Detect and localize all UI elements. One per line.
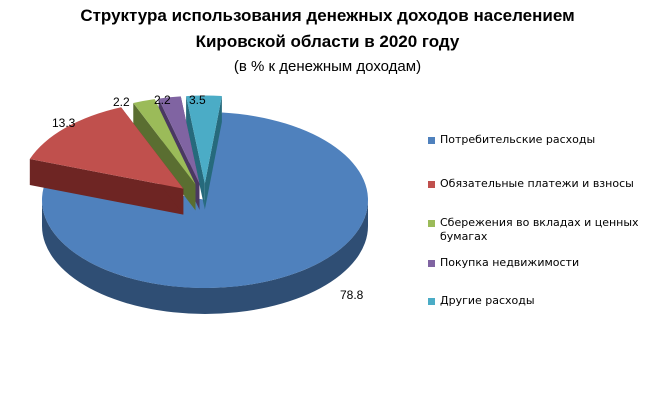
legend-label: Потребительские расходы: [440, 133, 596, 146]
slice-rim: [42, 200, 368, 314]
legend-label: Другие расходы: [440, 294, 535, 307]
legend-label: Сбережения во вкладах и ценных бумагах: [440, 216, 639, 243]
data-label-0: 78.8: [340, 288, 364, 302]
legend-label: Обязательные платежи и взносы: [440, 177, 634, 190]
legend-swatch: [428, 137, 435, 144]
legend-item: Обязательные платежи и взносы: [428, 177, 648, 191]
legend-swatch: [428, 260, 435, 267]
legend-label: Покупка недвижимости: [440, 256, 580, 269]
slice-side-wall-end: [204, 95, 222, 210]
legend-item: Сбережения во вкладах и ценных бумагах: [428, 216, 648, 244]
legend-item: Потребительские расходы: [428, 133, 648, 147]
data-label-1: 13.3: [52, 116, 76, 130]
legend-item: Другие расходы: [428, 294, 648, 308]
data-label-2: 2.2: [113, 95, 130, 109]
chart-title-line-1: Структура использования денежных доходов…: [80, 6, 575, 25]
legend-swatch: [428, 220, 435, 227]
chart-title-line-2: Кировской области в 2020 году: [195, 32, 460, 51]
pie-slice-4: [186, 95, 222, 210]
slice-side-wall-start: [133, 103, 196, 211]
slice-side-wall-start: [29, 158, 184, 215]
slice-side-wall-start: [186, 96, 205, 210]
data-label-3: 2.2: [154, 93, 171, 107]
pie-slice-2: [133, 99, 196, 211]
slice-top: [29, 107, 184, 189]
legend-item: Покупка недвижимости: [428, 256, 648, 270]
pie-slice-1: [29, 107, 184, 215]
legend-swatch: [428, 298, 435, 305]
data-label-4: 3.5: [189, 93, 206, 107]
slice-top: [158, 96, 200, 184]
chart-subtitle: (в % к денежным доходам): [233, 58, 422, 75]
slice-top: [133, 99, 196, 185]
slice-top: [186, 95, 222, 184]
legend-swatch: [428, 181, 435, 188]
